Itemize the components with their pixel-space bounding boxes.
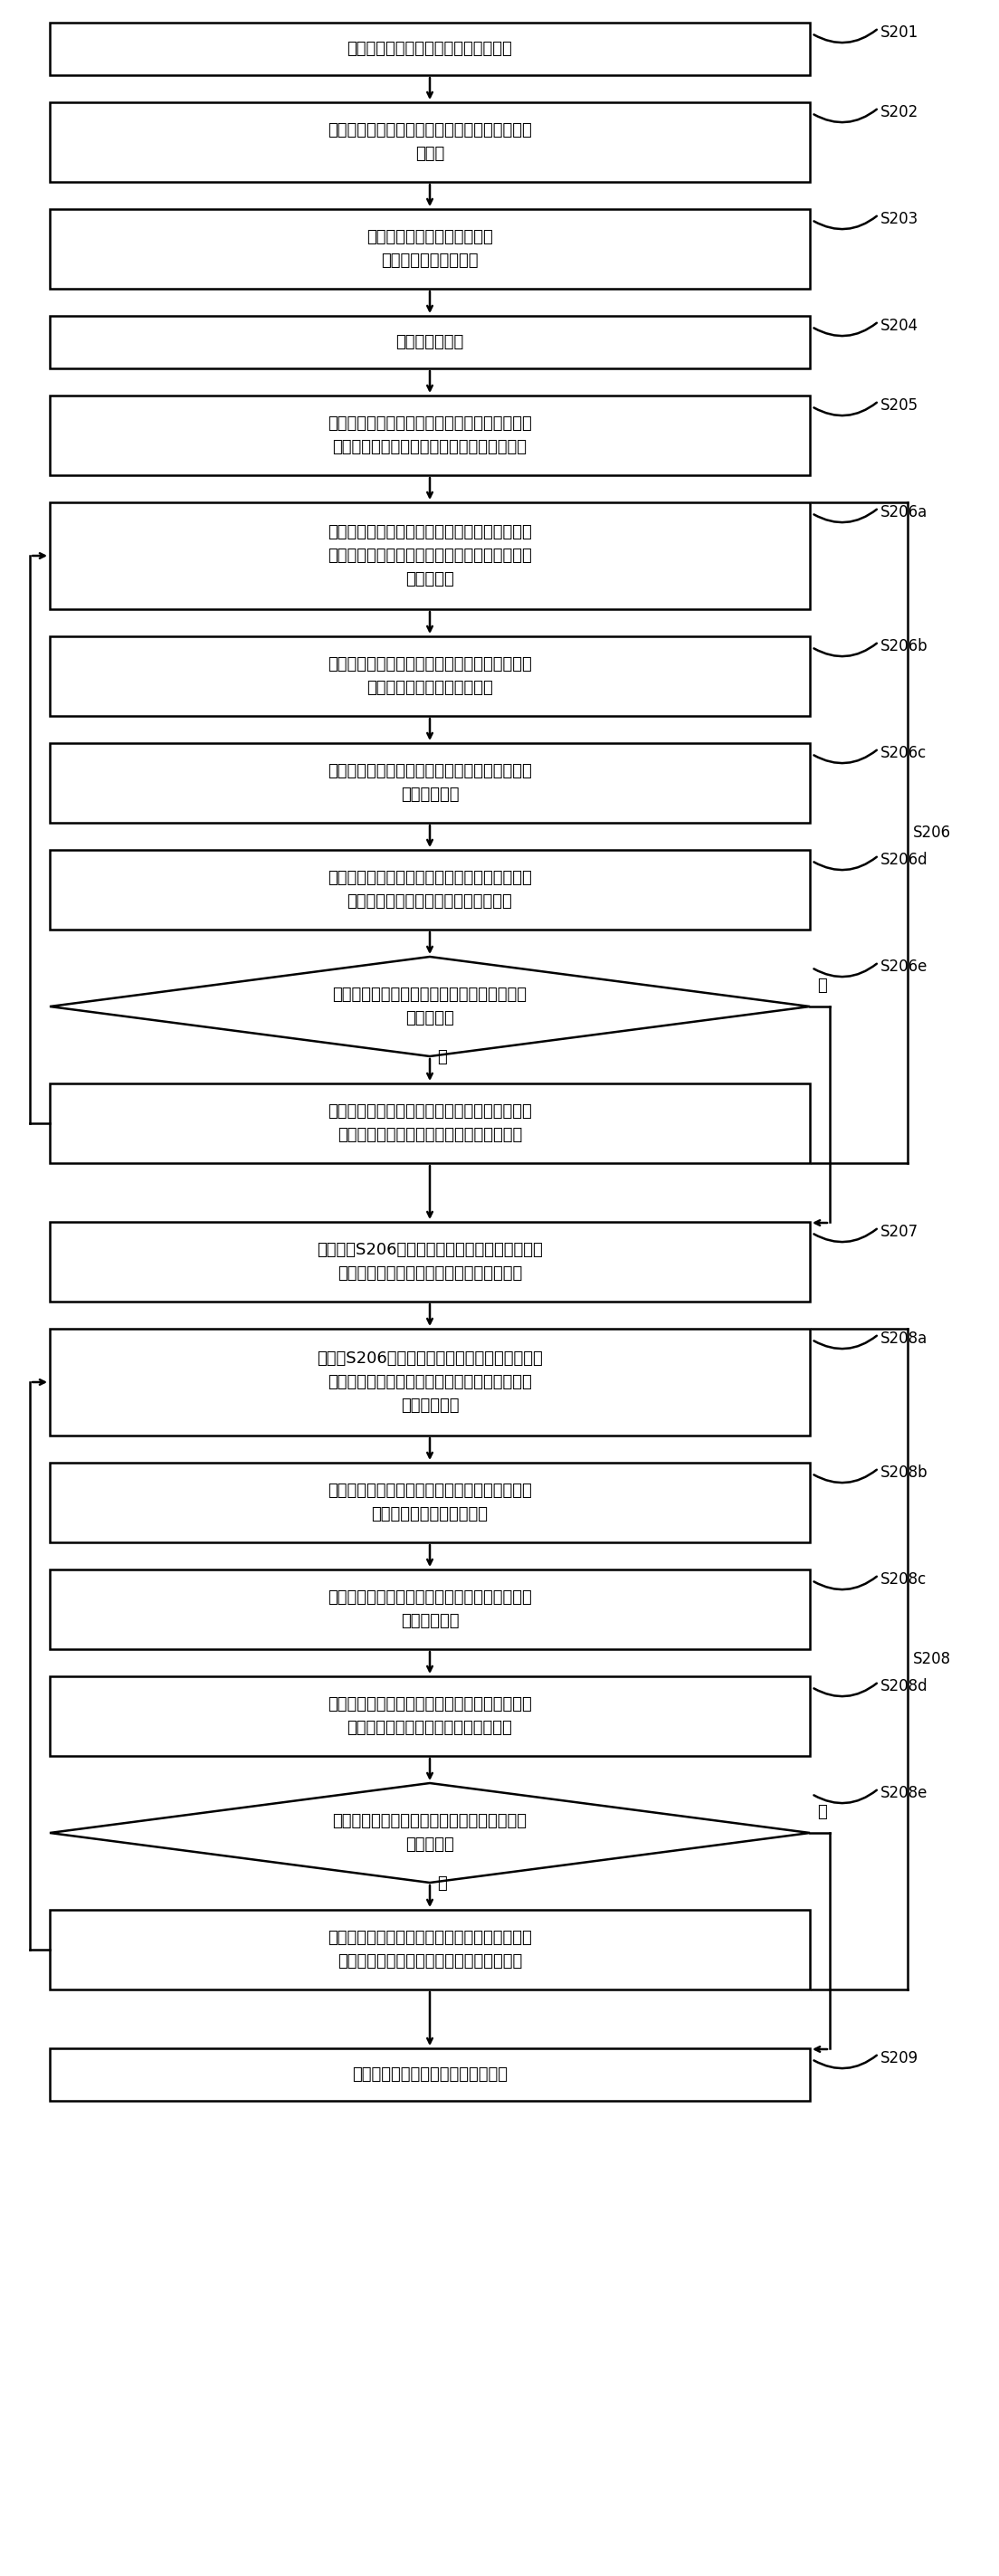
Text: 设置优化目标值: 设置优化目标值 bbox=[396, 335, 464, 350]
Bar bbox=[50, 1909, 810, 1989]
Bar bbox=[50, 636, 810, 716]
Bar bbox=[50, 1329, 810, 1435]
Text: 初始化天线参数及调节范围、
天线参数调节的步进值: 初始化天线参数及调节范围、 天线参数调节的步进值 bbox=[367, 229, 494, 268]
Text: S206d: S206d bbox=[880, 853, 928, 868]
Bar bbox=[50, 397, 810, 474]
Bar bbox=[50, 1569, 810, 1649]
Bar bbox=[50, 1463, 810, 1543]
Text: 将所有天线调节后的参数的值、目标区域当前的
第一信号指标值共同作为新的第一输入信息: 将所有天线调节后的参数的值、目标区域当前的 第一信号指标值共同作为新的第一输入信… bbox=[328, 1103, 531, 1144]
Bar bbox=[50, 209, 810, 289]
Bar bbox=[50, 23, 810, 75]
Text: S206b: S206b bbox=[880, 639, 928, 654]
Text: S208d: S208d bbox=[880, 1677, 928, 1695]
Text: S206: S206 bbox=[913, 824, 951, 840]
Text: 判断目标区域当前的第一信号指标值是否达到
优化目标值: 判断目标区域当前的第一信号指标值是否达到 优化目标值 bbox=[333, 987, 527, 1025]
Text: S208b: S208b bbox=[880, 1466, 928, 1481]
Text: 初始化天线个数及地理位置，构建天线与栅格对
应关系: 初始化天线个数及地理位置，构建天线与栅格对 应关系 bbox=[328, 121, 531, 162]
Polygon shape bbox=[50, 1783, 810, 1883]
Text: S206e: S206e bbox=[880, 958, 928, 974]
Bar bbox=[50, 317, 810, 368]
Polygon shape bbox=[50, 956, 810, 1056]
Text: 根据每个天线的第一调节信息确定每个天线调节
后的参数的值: 根据每个天线的第一调节信息确定每个天线调节 后的参数的值 bbox=[328, 762, 531, 804]
Text: 是: 是 bbox=[817, 1803, 827, 1821]
Text: 根据每个天线调节后的参数的值和第二预设规则
，确定目标区域当前的第二信号指标值: 根据每个天线调节后的参数的值和第二预设规则 ，确定目标区域当前的第二信号指标值 bbox=[328, 1698, 531, 1736]
Text: 否: 否 bbox=[438, 1048, 447, 1066]
Text: S208a: S208a bbox=[880, 1332, 928, 1347]
Text: 将所有天线调节后的参数的值和目标区域当前的
第二信号指标值共同作为新的第二输入信息: 将所有天线调节后的参数的值和目标区域当前的 第二信号指标值共同作为新的第二输入信… bbox=[328, 1929, 531, 1971]
Text: S209: S209 bbox=[880, 2050, 918, 2066]
Text: 训练模型根据第二输入信息更新自身参数，并确
定每个天线的第二调节信息: 训练模型根据第二输入信息更新自身参数，并确 定每个天线的第二调节信息 bbox=[328, 1484, 531, 1522]
Text: S207: S207 bbox=[880, 1224, 918, 1239]
Text: 生成目标区域内所有天线的工参信息: 生成目标区域内所有天线的工参信息 bbox=[352, 2066, 507, 2084]
Bar bbox=[50, 850, 810, 930]
Bar bbox=[50, 1677, 810, 1757]
Text: 根据步骤S206结束时每个天线的参数的值和第二
预设规则，确定目标区域的第二信号指标值: 根据步骤S206结束时每个天线的参数的值和第二 预设规则，确定目标区域的第二信号… bbox=[317, 1242, 542, 1280]
Bar bbox=[50, 2048, 810, 2102]
Text: S205: S205 bbox=[880, 397, 918, 415]
Text: 将所有天线的参数的初始值和所述目标区域的第
一信号指标值共同作为第一输入信息输入至预设
的训练模型: 将所有天线的参数的初始值和所述目标区域的第 一信号指标值共同作为第一输入信息输入… bbox=[328, 526, 531, 587]
Text: S208e: S208e bbox=[880, 1785, 928, 1801]
Text: S201: S201 bbox=[880, 23, 919, 41]
Bar bbox=[50, 103, 810, 183]
Text: 将步骤S206结束时所有天线的参数的值和第二信
号指标值共同作为第二输入信息输入至参数更新
后的训练模型: 将步骤S206结束时所有天线的参数的值和第二信 号指标值共同作为第二输入信息输入… bbox=[317, 1350, 542, 1414]
Text: 否: 否 bbox=[438, 1875, 447, 1891]
Text: 根据每个天线的第二调节信息确定每个天线调节
后的参数的值: 根据每个天线的第二调节信息确定每个天线调节 后的参数的值 bbox=[328, 1589, 531, 1628]
Bar bbox=[50, 502, 810, 608]
Text: 根据目标区域中每个天线的参数的初始值和第一
预设规则，确定目标区域的信号指标的初始值: 根据目标区域中每个天线的参数的初始值和第一 预设规则，确定目标区域的信号指标的初… bbox=[328, 415, 531, 456]
Bar bbox=[50, 1084, 810, 1164]
Text: S208: S208 bbox=[913, 1651, 951, 1667]
Text: S203: S203 bbox=[880, 211, 919, 227]
Text: 判断目标区域当前的第二信号指标值是否达到
优化目标值: 判断目标区域当前的第二信号指标值是否达到 优化目标值 bbox=[333, 1814, 527, 1852]
Text: 根据每个天线调节后的参数的值和第一预设规则
，确定目标区域当前的第一信号指标值: 根据每个天线调节后的参数的值和第一预设规则 ，确定目标区域当前的第一信号指标值 bbox=[328, 871, 531, 909]
Text: S208c: S208c bbox=[880, 1571, 927, 1587]
Bar bbox=[50, 742, 810, 822]
Text: S206c: S206c bbox=[880, 744, 927, 762]
Text: 训练模型根据第一输入信息更新自身的参数，并
确定每个天线的第一调节信息: 训练模型根据第一输入信息更新自身的参数，并 确定每个天线的第一调节信息 bbox=[328, 657, 531, 696]
Text: S202: S202 bbox=[880, 103, 919, 121]
Text: 是: 是 bbox=[817, 976, 827, 994]
Text: S204: S204 bbox=[880, 317, 918, 335]
Text: S206a: S206a bbox=[880, 505, 928, 520]
Bar bbox=[50, 1221, 810, 1301]
Text: 对目标区域进行栅格化，得到多个栅格: 对目标区域进行栅格化，得到多个栅格 bbox=[347, 41, 512, 57]
